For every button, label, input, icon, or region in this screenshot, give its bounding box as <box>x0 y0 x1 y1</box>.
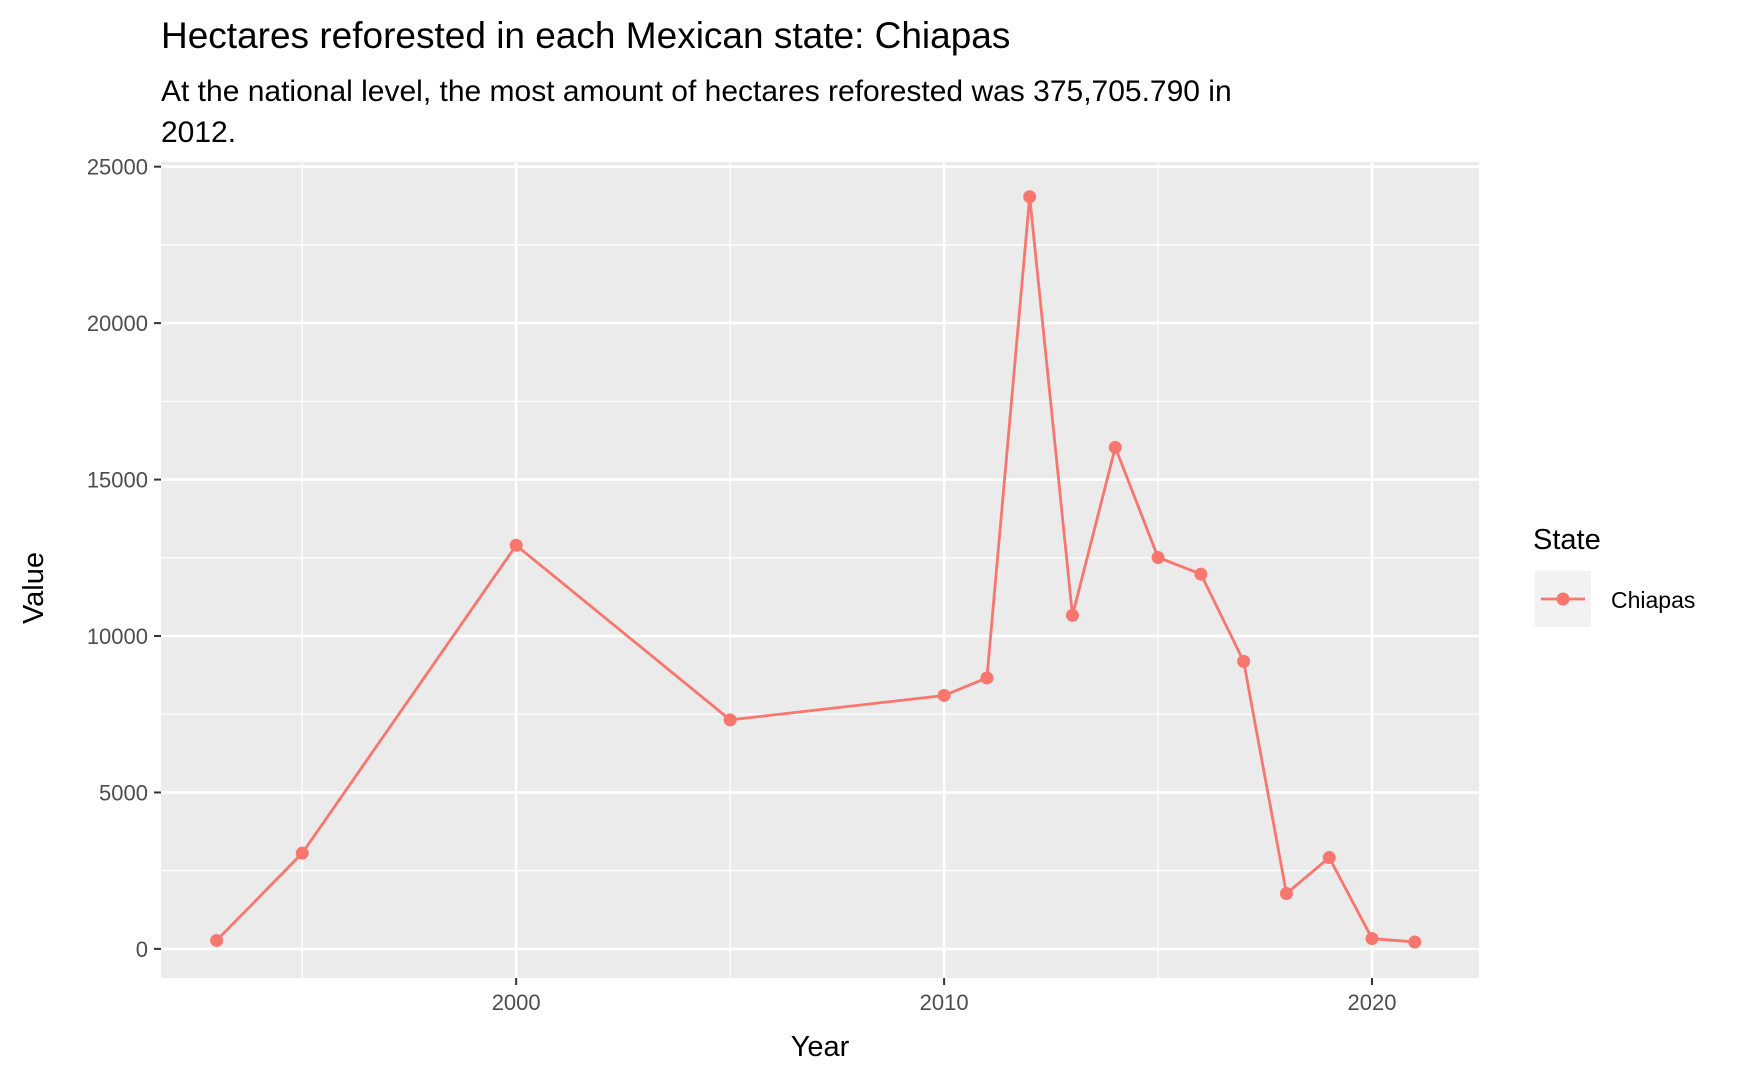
series-layer <box>210 190 1422 949</box>
data-point-2015 <box>1151 550 1165 564</box>
data-point-2011 <box>980 671 994 685</box>
legend-title: State <box>1533 524 1601 556</box>
data-point-2012 <box>1023 190 1037 204</box>
plot-panel <box>161 162 1479 978</box>
grid-minor <box>161 162 1479 978</box>
legend-label-chiapas: Chiapas <box>1611 587 1695 613</box>
x-tick-label: 2020 <box>1348 990 1397 1015</box>
y-axis: 0 5000 10000 15000 20000 25000 <box>87 155 161 962</box>
chart-subtitle-line-1: At the national level, the most amount o… <box>161 75 1232 108</box>
y-tick-label: 5000 <box>99 780 148 805</box>
data-point-2005 <box>723 713 737 727</box>
data-point-2014 <box>1108 440 1122 454</box>
data-point-2013 <box>1065 608 1079 622</box>
y-axis-title: Value <box>18 552 50 624</box>
data-point-2016 <box>1194 567 1208 581</box>
x-axis-title: Year <box>791 1031 850 1063</box>
legend: State Chiapas <box>1533 524 1695 627</box>
data-point-1993 <box>210 933 224 947</box>
y-tick-label: 10000 <box>87 624 148 649</box>
y-tick-label: 20000 <box>87 311 148 336</box>
data-point-2010 <box>937 688 951 702</box>
x-tick-label: 2000 <box>492 990 541 1015</box>
data-point-2020 <box>1365 932 1379 946</box>
data-point-2017 <box>1237 654 1251 668</box>
chart-subtitle-line-2: 2012. <box>161 116 236 149</box>
y-tick-label: 0 <box>136 937 148 962</box>
y-tick-label: 25000 <box>87 155 148 180</box>
data-point-2000 <box>509 538 523 552</box>
grid-major <box>161 162 1479 978</box>
data-point-2019 <box>1322 851 1336 865</box>
x-tick-label: 2010 <box>920 990 969 1015</box>
data-point-2021 <box>1408 935 1422 949</box>
data-point-2018 <box>1279 887 1293 901</box>
chart-title: Hectares reforested in each Mexican stat… <box>161 15 1010 56</box>
legend-key-point <box>1556 592 1570 606</box>
y-tick-label: 15000 <box>87 468 148 493</box>
series-line-chiapas <box>215 195 1415 944</box>
x-axis: 2000 2010 2020 <box>492 978 1397 1015</box>
data-point-1995 <box>295 846 309 860</box>
